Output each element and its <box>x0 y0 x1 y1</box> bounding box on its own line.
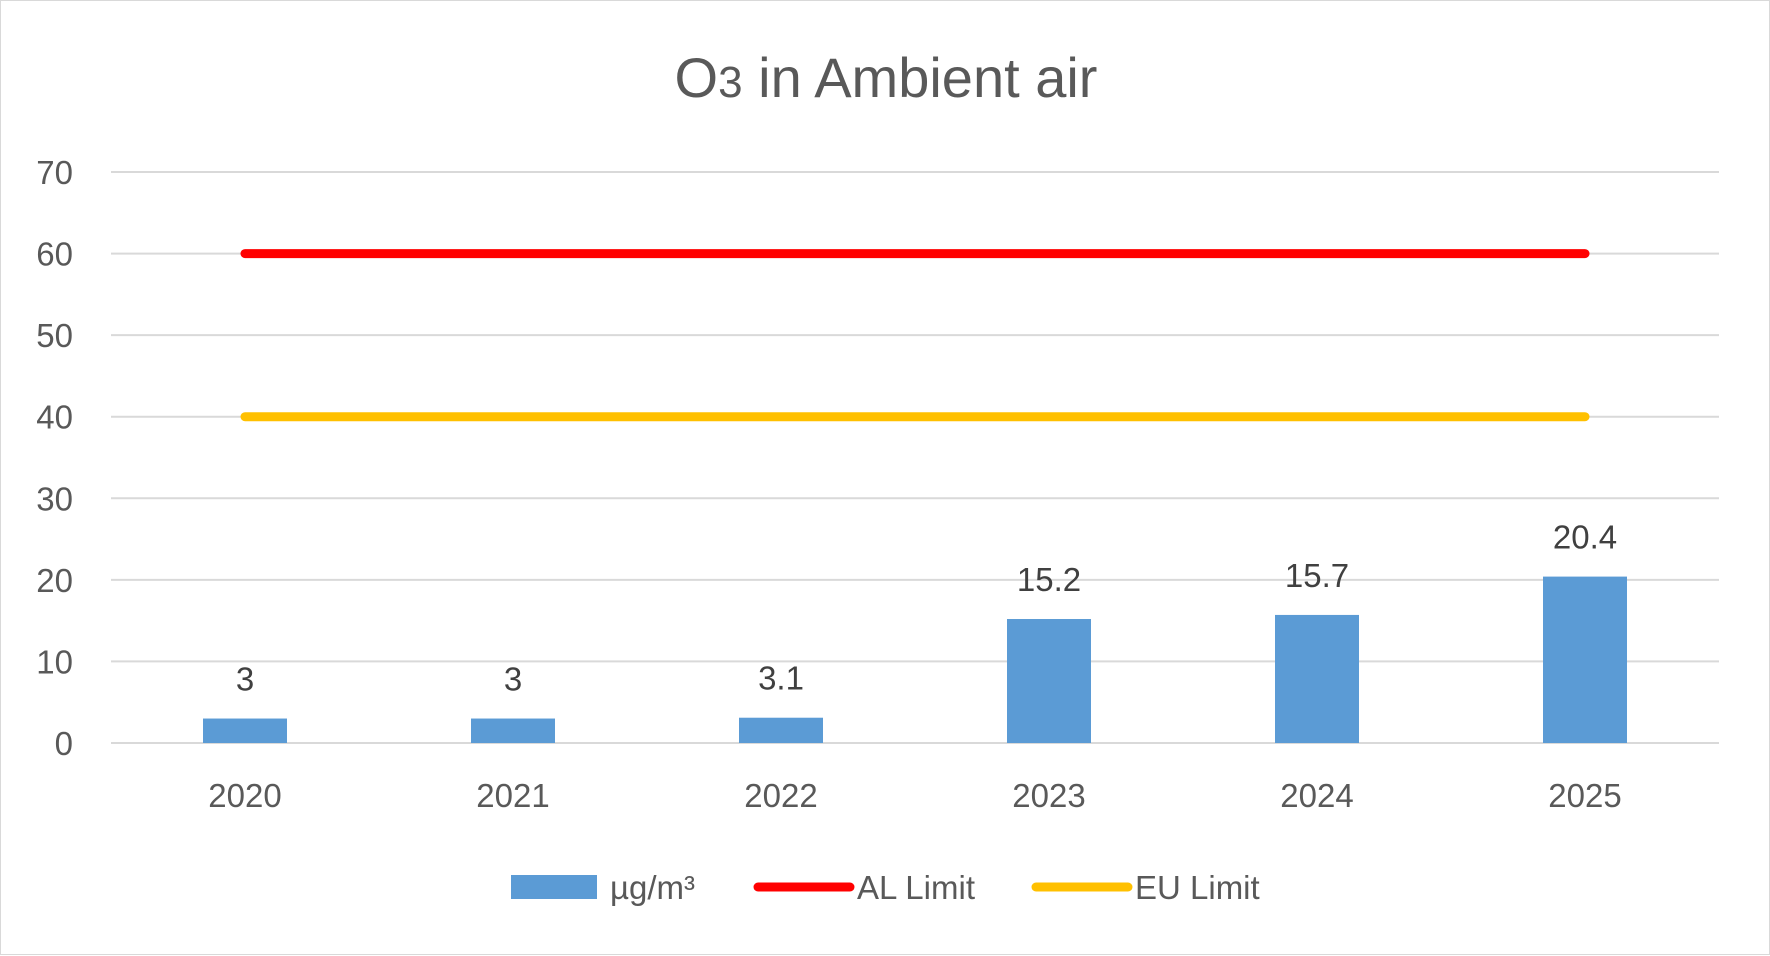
legend-label: EU Limit <box>1135 869 1260 906</box>
data-label: 15.7 <box>1285 557 1349 594</box>
x-tick-label: 2024 <box>1280 777 1353 814</box>
x-tick-label: 2020 <box>208 777 281 814</box>
bar <box>471 718 555 743</box>
limit-lines <box>240 249 1590 422</box>
data-label: 3.1 <box>758 660 804 697</box>
chart-title: O3 in Ambient air <box>675 46 1098 109</box>
y-tick-label: 70 <box>36 154 73 191</box>
x-tick-label: 2025 <box>1548 777 1621 814</box>
x-tick-label: 2022 <box>744 777 817 814</box>
bars <box>203 576 1627 743</box>
y-tick-label: 40 <box>36 399 73 436</box>
x-axis-ticks: 2020 2021 2022 2023 2024 2025 <box>208 777 1621 814</box>
legend-swatch <box>511 875 597 899</box>
legend-label: AL Limit <box>857 869 975 906</box>
bar <box>739 717 823 743</box>
y-tick-label: 50 <box>36 317 73 354</box>
y-tick-label: 60 <box>36 236 73 273</box>
data-label: 20.4 <box>1553 519 1617 556</box>
data-labels: 3 3 3.1 15.2 15.7 20.4 <box>236 519 1617 698</box>
legend-label: µg/m³ <box>610 869 695 906</box>
data-label: 15.2 <box>1017 561 1081 598</box>
y-tick-label: 10 <box>36 643 73 680</box>
data-label: 3 <box>236 661 254 698</box>
x-tick-label: 2021 <box>476 777 549 814</box>
bar <box>203 718 287 743</box>
y-tick-label: 20 <box>36 562 73 599</box>
y-tick-label: 0 <box>55 725 73 762</box>
y-tick-label: 30 <box>36 480 73 517</box>
bar <box>1543 576 1627 743</box>
bar <box>1007 619 1091 743</box>
x-tick-label: 2023 <box>1012 777 1085 814</box>
bar <box>1275 614 1359 743</box>
data-label: 3 <box>504 661 522 698</box>
y-axis-ticks: 0 10 20 30 40 50 60 70 <box>36 154 73 762</box>
legend: µg/m³ AL Limit EU Limit <box>511 869 1260 906</box>
